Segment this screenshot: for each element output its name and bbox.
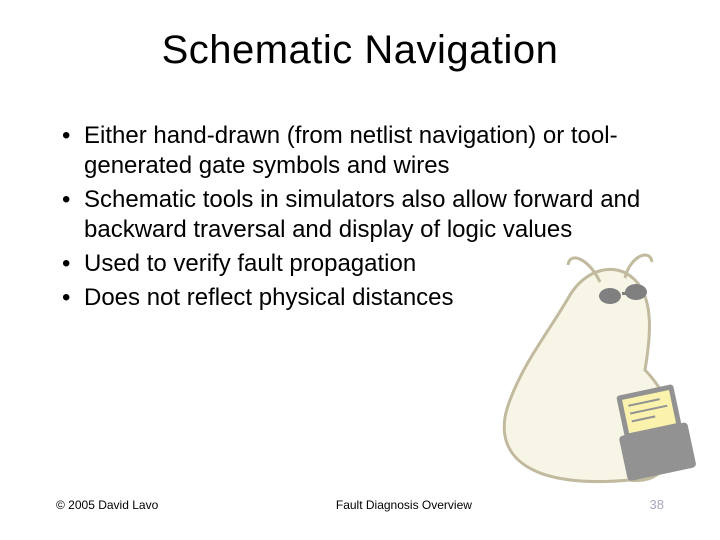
bullet-item: Does not reflect physical distances (56, 283, 664, 313)
page-number: 38 (650, 497, 664, 512)
footer-title: Fault Diagnosis Overview (158, 498, 649, 512)
bullet-item: Used to verify fault propagation (56, 249, 664, 279)
bullet-item: Schematic tools in simulators also allow… (56, 185, 664, 245)
bullet-item: Either hand-drawn (from netlist navigati… (56, 121, 664, 181)
slide-footer: © 2005 David Lavo Fault Diagnosis Overvi… (0, 497, 720, 512)
footer-copyright: © 2005 David Lavo (56, 498, 158, 512)
bullet-list: Either hand-drawn (from netlist navigati… (56, 121, 664, 313)
slide-title: Schematic Navigation (56, 28, 664, 73)
